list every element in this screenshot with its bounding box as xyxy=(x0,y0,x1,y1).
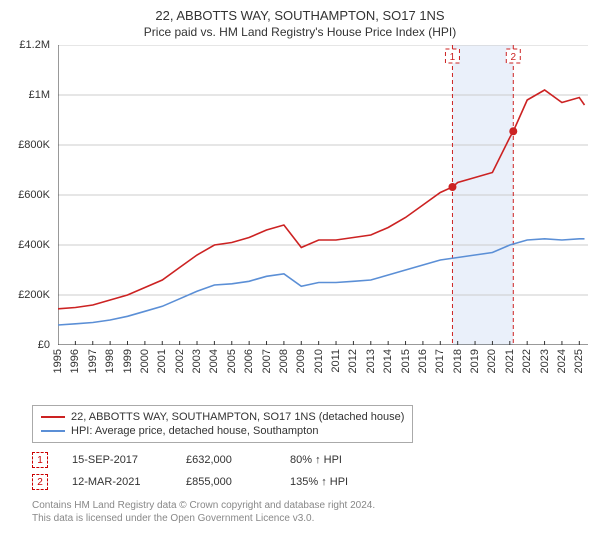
y-tick-label: £1.2M xyxy=(19,39,50,51)
y-axis-labels: £0£200K£400K£600K£800K£1M£1.2M xyxy=(12,45,54,345)
x-tick-label: 1999 xyxy=(122,349,134,373)
sale-row: 2 12-MAR-2021 £855,000 135% ↑ HPI xyxy=(32,471,588,493)
svg-text:2: 2 xyxy=(510,52,516,63)
x-tick-label: 1997 xyxy=(87,349,99,373)
x-tick-label: 2011 xyxy=(330,349,342,373)
x-tick-label: 2020 xyxy=(486,349,498,373)
x-tick-label: 2010 xyxy=(313,349,325,373)
chart-plot: 12 xyxy=(58,45,588,345)
license-footer: Contains HM Land Registry data © Crown c… xyxy=(32,499,588,525)
legend-swatch xyxy=(41,430,65,432)
chart-container: £0£200K£400K£600K£800K£1M£1.2M 12 199519… xyxy=(12,45,588,405)
x-tick-label: 1995 xyxy=(52,349,64,373)
x-tick-label: 2006 xyxy=(243,349,255,373)
sale-date: 15-SEP-2017 xyxy=(72,454,162,466)
y-tick-label: £600K xyxy=(18,189,50,201)
chart-title-line1: 22, ABBOTTS WAY, SOUTHAMPTON, SO17 1NS xyxy=(12,8,588,23)
x-tick-label: 2008 xyxy=(278,349,290,373)
legend-row: 22, ABBOTTS WAY, SOUTHAMPTON, SO17 1NS (… xyxy=(41,410,404,424)
chart-title-line2: Price paid vs. HM Land Registry's House … xyxy=(12,25,588,39)
x-tick-label: 2007 xyxy=(261,349,273,373)
x-tick-label: 2025 xyxy=(573,349,585,373)
sale-marker-box: 2 xyxy=(32,474,48,490)
x-tick-label: 2016 xyxy=(417,349,429,373)
footer-line1: Contains HM Land Registry data © Crown c… xyxy=(32,499,588,512)
x-tick-label: 2002 xyxy=(174,349,186,373)
sale-date: 12-MAR-2021 xyxy=(72,476,162,488)
x-tick-label: 2024 xyxy=(556,349,568,373)
x-tick-label: 2015 xyxy=(400,349,412,373)
sale-pct: 135% ↑ HPI xyxy=(290,476,348,488)
y-tick-label: £200K xyxy=(18,289,50,301)
svg-text:1: 1 xyxy=(450,52,456,63)
x-tick-label: 2003 xyxy=(191,349,203,373)
x-tick-label: 2014 xyxy=(382,349,394,373)
legend-label: HPI: Average price, detached house, Sout… xyxy=(71,425,318,437)
x-tick-label: 2001 xyxy=(156,349,168,373)
sale-price: £855,000 xyxy=(186,476,266,488)
legend-label: 22, ABBOTTS WAY, SOUTHAMPTON, SO17 1NS (… xyxy=(71,411,404,423)
footer-line2: This data is licensed under the Open Gov… xyxy=(32,512,588,525)
y-tick-label: £400K xyxy=(18,239,50,251)
y-tick-label: £800K xyxy=(18,139,50,151)
legend-swatch xyxy=(41,416,65,418)
x-tick-label: 2000 xyxy=(139,349,151,373)
x-tick-label: 2005 xyxy=(226,349,238,373)
x-tick-label: 2023 xyxy=(539,349,551,373)
x-tick-label: 2021 xyxy=(504,349,516,373)
y-tick-label: £0 xyxy=(38,339,50,351)
x-tick-label: 1996 xyxy=(69,349,81,373)
sale-price: £632,000 xyxy=(186,454,266,466)
sale-marker-box: 1 xyxy=(32,452,48,468)
x-tick-label: 2012 xyxy=(347,349,359,373)
sale-row: 1 15-SEP-2017 £632,000 80% ↑ HPI xyxy=(32,449,588,471)
x-axis-labels: 1995199619971998199920002001200220032004… xyxy=(58,349,588,405)
x-tick-label: 1998 xyxy=(104,349,116,373)
x-tick-label: 2013 xyxy=(365,349,377,373)
x-tick-label: 2019 xyxy=(469,349,481,373)
x-tick-label: 2017 xyxy=(434,349,446,373)
y-tick-label: £1M xyxy=(29,89,50,101)
sales-table: 1 15-SEP-2017 £632,000 80% ↑ HPI 2 12-MAR-202… xyxy=(32,449,588,493)
x-tick-label: 2018 xyxy=(452,349,464,373)
x-tick-label: 2004 xyxy=(208,349,220,373)
legend-row: HPI: Average price, detached house, Sout… xyxy=(41,424,404,438)
sale-pct: 80% ↑ HPI xyxy=(290,454,342,466)
x-tick-label: 2022 xyxy=(521,349,533,373)
legend: 22, ABBOTTS WAY, SOUTHAMPTON, SO17 1NS (… xyxy=(32,405,413,443)
x-tick-label: 2009 xyxy=(295,349,307,373)
